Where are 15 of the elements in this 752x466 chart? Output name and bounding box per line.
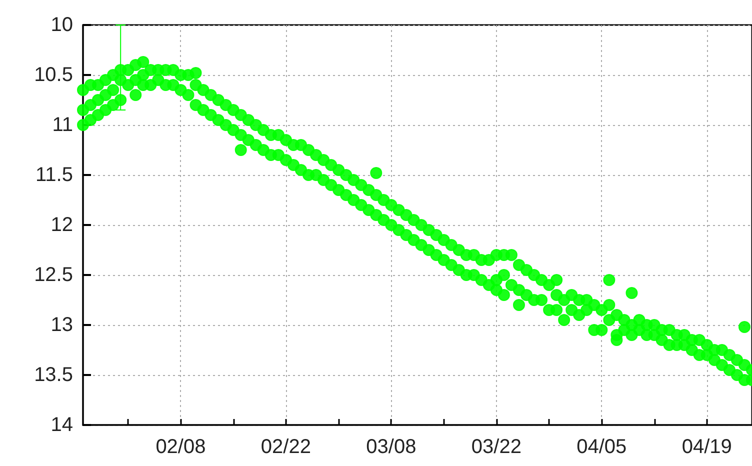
x-tick-label: 03/22 — [471, 436, 522, 458]
y-tick-label: 12.5 — [34, 264, 73, 286]
y-tick-label: 13.5 — [34, 364, 73, 386]
y-tick-label: 10 — [50, 14, 73, 36]
y-tick-label: 12 — [50, 214, 73, 236]
x-tick-label: 02/08 — [156, 436, 206, 458]
x-tick-label: 03/08 — [366, 436, 416, 458]
x-tick-label: 04/05 — [576, 436, 627, 458]
x-tick-label: 04/19 — [682, 436, 732, 458]
y-tick-label: 10.5 — [34, 64, 73, 86]
y-tick-label: 13 — [50, 314, 73, 336]
y-tick-label: 14 — [50, 414, 73, 436]
y-tick-label: 11.5 — [36, 164, 73, 186]
x-tick-label: 02/22 — [260, 436, 311, 458]
y-tick-label: 11 — [52, 114, 73, 136]
